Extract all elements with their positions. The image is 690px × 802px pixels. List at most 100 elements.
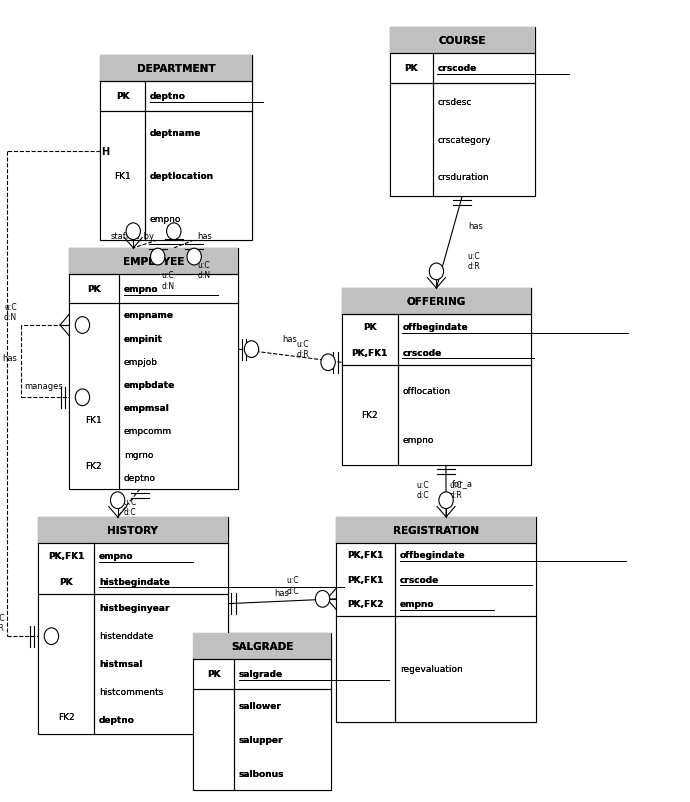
Text: u:C
d:C: u:C d:C (416, 480, 428, 500)
Text: empno: empno (124, 285, 158, 294)
Text: deptname: deptname (150, 128, 201, 137)
Text: empcomm: empcomm (124, 427, 172, 435)
Text: deptno: deptno (124, 473, 156, 482)
Text: offbegindate: offbegindate (400, 551, 466, 560)
Text: regevaluation: regevaluation (400, 664, 462, 674)
Text: offlocation: offlocation (402, 386, 451, 395)
Text: EMPLOYEE: EMPLOYEE (123, 257, 184, 266)
Text: regevaluation: regevaluation (400, 664, 462, 674)
Text: empbdate: empbdate (124, 380, 175, 390)
Text: PK: PK (363, 322, 376, 332)
Text: FK1: FK1 (86, 415, 102, 424)
Text: COURSE: COURSE (439, 36, 486, 46)
Text: PK: PK (404, 64, 418, 73)
Text: HISTORY: HISTORY (108, 525, 158, 535)
Text: PK: PK (116, 92, 129, 101)
Text: empno: empno (124, 285, 158, 294)
Text: histbeginyear: histbeginyear (99, 604, 169, 613)
Text: u:C
d:N: u:C d:N (197, 261, 210, 280)
Text: empno: empno (150, 215, 181, 224)
Text: PK,FK1: PK,FK1 (347, 575, 384, 584)
Text: empno: empno (402, 435, 434, 445)
Text: empbdate: empbdate (124, 380, 175, 390)
Text: u:C
d:C: u:C d:C (286, 576, 299, 595)
Text: histbegindate: histbegindate (99, 577, 170, 586)
Text: crscode: crscode (402, 348, 442, 358)
Bar (336, 517, 536, 722)
Circle shape (110, 492, 125, 509)
Text: COURSE: COURSE (439, 36, 486, 46)
Text: deptno: deptno (150, 92, 186, 101)
Text: REGISTRATION: REGISTRATION (393, 525, 479, 535)
Text: FK2: FK2 (362, 411, 378, 420)
Text: has: has (197, 232, 213, 241)
Text: H: H (101, 147, 110, 157)
Text: histmsal: histmsal (99, 659, 142, 669)
Bar (38, 517, 228, 734)
Bar (193, 634, 331, 659)
Bar (342, 289, 531, 314)
Text: PK: PK (59, 577, 72, 586)
Text: u:C
d:N: u:C d:N (161, 271, 175, 290)
Bar (69, 249, 238, 274)
Text: DEPARTMENT: DEPARTMENT (137, 64, 215, 74)
Text: histcomments: histcomments (99, 687, 163, 696)
Text: deptno: deptno (99, 715, 135, 724)
Bar (342, 289, 531, 465)
Circle shape (126, 224, 141, 241)
Text: crsdesc: crsdesc (437, 98, 472, 107)
Bar (100, 56, 252, 241)
Text: FK2: FK2 (58, 712, 75, 721)
Text: empno: empno (99, 551, 133, 561)
Bar (100, 56, 252, 82)
Text: histcomments: histcomments (99, 687, 163, 696)
Text: SALGRADE: SALGRADE (231, 642, 293, 651)
Text: hasu:C: hasu:C (110, 497, 137, 506)
Text: empcomm: empcomm (124, 427, 172, 435)
Text: offbegindate: offbegindate (400, 551, 466, 560)
Text: PK: PK (363, 322, 376, 332)
Circle shape (439, 492, 453, 509)
Text: empinit: empinit (124, 334, 163, 343)
Text: crsduration: crsduration (437, 173, 489, 182)
Bar (390, 28, 535, 54)
Text: deptlocation: deptlocation (150, 172, 214, 180)
Text: empjob: empjob (124, 358, 158, 367)
Text: PK,FK2: PK,FK2 (347, 599, 384, 608)
Bar (38, 517, 228, 734)
Text: crscode: crscode (437, 64, 477, 73)
Text: histenddate: histenddate (99, 632, 153, 641)
Text: PK,FK1: PK,FK1 (351, 348, 388, 358)
Text: PK: PK (87, 285, 101, 294)
Text: salbonus: salbonus (239, 768, 284, 778)
Text: histbeginyear: histbeginyear (99, 604, 169, 613)
Bar (193, 634, 331, 790)
Text: salbonus: salbonus (239, 768, 284, 778)
Text: crscategory: crscategory (437, 136, 491, 144)
Text: PK: PK (207, 670, 220, 678)
Text: empname: empname (124, 311, 174, 320)
Text: crscode: crscode (437, 64, 477, 73)
Circle shape (44, 628, 59, 645)
Bar (100, 56, 252, 82)
Circle shape (75, 390, 90, 406)
Text: u:C
d:R: u:C d:R (297, 339, 309, 358)
Text: deptno: deptno (99, 715, 135, 724)
Text: has: has (468, 222, 483, 231)
Text: PK,FK1: PK,FK1 (347, 551, 384, 560)
Text: PK,FK1: PK,FK1 (351, 348, 388, 358)
Circle shape (315, 591, 330, 607)
Text: salupper: salupper (239, 735, 283, 744)
Bar (38, 517, 228, 543)
Circle shape (244, 342, 259, 358)
Text: DEPARTMENT: DEPARTMENT (137, 64, 215, 74)
Text: salupper: salupper (239, 735, 283, 744)
Circle shape (187, 249, 201, 265)
Text: FK1: FK1 (114, 172, 131, 180)
Bar (336, 517, 536, 543)
Text: has: has (282, 334, 297, 343)
Text: PK: PK (404, 64, 418, 73)
Text: histbegindate: histbegindate (99, 577, 170, 586)
Bar (38, 517, 228, 543)
Circle shape (75, 318, 90, 334)
